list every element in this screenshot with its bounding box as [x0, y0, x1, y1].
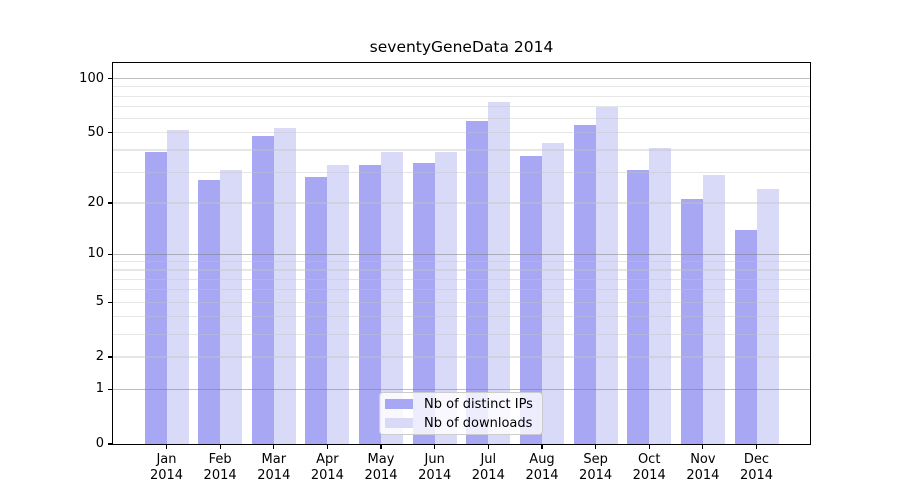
gridline-major-10 — [113, 253, 810, 255]
gridline-minor-9 — [113, 261, 810, 263]
y-tick-label-50: 50 — [87, 124, 104, 140]
legend: Nb of distinct IPs Nb of downloads — [379, 392, 543, 435]
y-tick-10 — [107, 253, 113, 255]
bar-distinct-ips-nov — [680, 199, 703, 444]
bar-downloads-apr — [327, 164, 350, 444]
legend-swatch-downloads — [385, 418, 413, 428]
gridline-major-100 — [113, 78, 810, 80]
gridline-minor-50 — [113, 132, 810, 134]
x-tick-label-oct: Oct 2014 — [632, 452, 666, 483]
x-tick-label-nov: Nov 2014 — [686, 452, 720, 483]
y-tick-label-0: 0 — [95, 436, 104, 451]
y-tick-0 — [107, 443, 113, 445]
bar-distinct-ips-jun — [412, 162, 435, 444]
bar-downloads-sep — [595, 106, 618, 444]
gridline-minor-8 — [113, 269, 810, 271]
legend-swatch-distinct-ips — [385, 399, 413, 409]
bar-downloads-jul — [488, 102, 511, 444]
y-tick-label-1: 1 — [95, 381, 104, 397]
bar-downloads-jan — [166, 129, 189, 444]
gridline-minor-80 — [113, 95, 810, 97]
x-tick-jun — [434, 444, 436, 449]
chart-title: seventyGeneData 2014 — [369, 38, 554, 56]
x-tick-oct — [648, 444, 650, 449]
plot-area: Nb of distinct IPs Nb of downloads — [113, 63, 810, 444]
bar-distinct-ips-apr — [305, 177, 328, 444]
bar-downloads-nov — [702, 174, 725, 444]
legend-label-downloads: Nb of downloads — [424, 415, 533, 431]
legend-label-distinct-ips: Nb of distinct IPs — [424, 396, 533, 412]
x-tick-label-aug: Aug 2014 — [525, 452, 559, 483]
bar-downloads-mar — [273, 128, 296, 444]
x-tick-label-sep: Sep 2014 — [579, 452, 613, 483]
bar-distinct-ips-may — [359, 164, 381, 444]
bar-downloads-dec — [756, 189, 779, 444]
y-tick-5 — [107, 301, 113, 303]
bar-distinct-ips-feb — [198, 180, 221, 444]
x-tick-label-feb: Feb 2014 — [203, 452, 237, 483]
y-tick-2 — [107, 356, 113, 358]
x-tick-label-mar: Mar 2014 — [257, 452, 291, 483]
x-tick-label-may: May 2014 — [364, 452, 398, 483]
y-tick-label-20: 20 — [87, 195, 104, 210]
gridline-minor-60 — [113, 117, 810, 120]
gridline-minor-2 — [113, 356, 810, 358]
x-tick-aug — [541, 444, 543, 449]
bar-distinct-ips-sep — [573, 125, 596, 444]
x-tick-jan — [165, 444, 168, 449]
bar-distinct-ips-jul — [466, 121, 489, 444]
x-tick-jul — [487, 444, 489, 449]
y-tick-label-10: 10 — [87, 246, 104, 262]
y-tick-20 — [107, 202, 113, 204]
x-tick-may — [380, 444, 382, 449]
gridline-minor-3 — [113, 333, 810, 335]
x-tick-label-jul: Jul 2014 — [471, 452, 505, 483]
gridline-minor-30 — [113, 171, 810, 173]
bar-distinct-ips-dec — [734, 229, 757, 444]
x-tick-nov — [702, 444, 704, 449]
gridline-minor-4 — [113, 316, 810, 318]
x-tick-dec — [755, 444, 758, 449]
bar-distinct-ips-mar — [251, 135, 274, 444]
y-tick-1 — [107, 388, 113, 390]
gridline-minor-70 — [113, 105, 810, 108]
y-tick-label-2: 2 — [95, 349, 104, 364]
x-tick-label-dec: Dec 2014 — [739, 452, 774, 483]
bar-distinct-ips-jan — [144, 151, 167, 444]
gridline-minor-7 — [113, 278, 810, 280]
legend-item-downloads: Nb of downloads — [380, 415, 542, 431]
gridline-minor-5 — [113, 301, 810, 303]
y-tick-100 — [107, 78, 113, 80]
y-tick-label-5: 5 — [95, 294, 104, 310]
y-tick-label-100: 100 — [79, 70, 104, 86]
y-tick-50 — [107, 132, 113, 134]
legend-item-distinct-ips: Nb of distinct IPs — [380, 396, 542, 412]
x-tick-sep — [594, 444, 597, 449]
x-tick-label-jan: Jan 2014 — [149, 452, 184, 483]
bar-distinct-ips-aug — [520, 156, 542, 444]
gridline-minor-90 — [113, 86, 810, 88]
x-tick-mar — [273, 444, 275, 449]
bar-downloads-jun — [434, 151, 457, 444]
gridline-major-1 — [113, 388, 810, 390]
bar-distinct-ips-oct — [627, 169, 650, 444]
x-tick-label-jun: Jun 2014 — [418, 452, 452, 483]
bar-downloads-feb — [220, 169, 243, 444]
gridline-minor-20 — [113, 202, 810, 204]
bar-downloads-oct — [649, 148, 672, 444]
gridline-minor-6 — [113, 289, 810, 291]
bar-downloads-aug — [542, 142, 564, 444]
x-tick-feb — [219, 444, 221, 449]
gridline-minor-40 — [113, 149, 810, 151]
bar-downloads-may — [381, 151, 403, 444]
x-tick-label-apr: Apr 2014 — [310, 452, 344, 483]
x-tick-apr — [326, 444, 329, 449]
